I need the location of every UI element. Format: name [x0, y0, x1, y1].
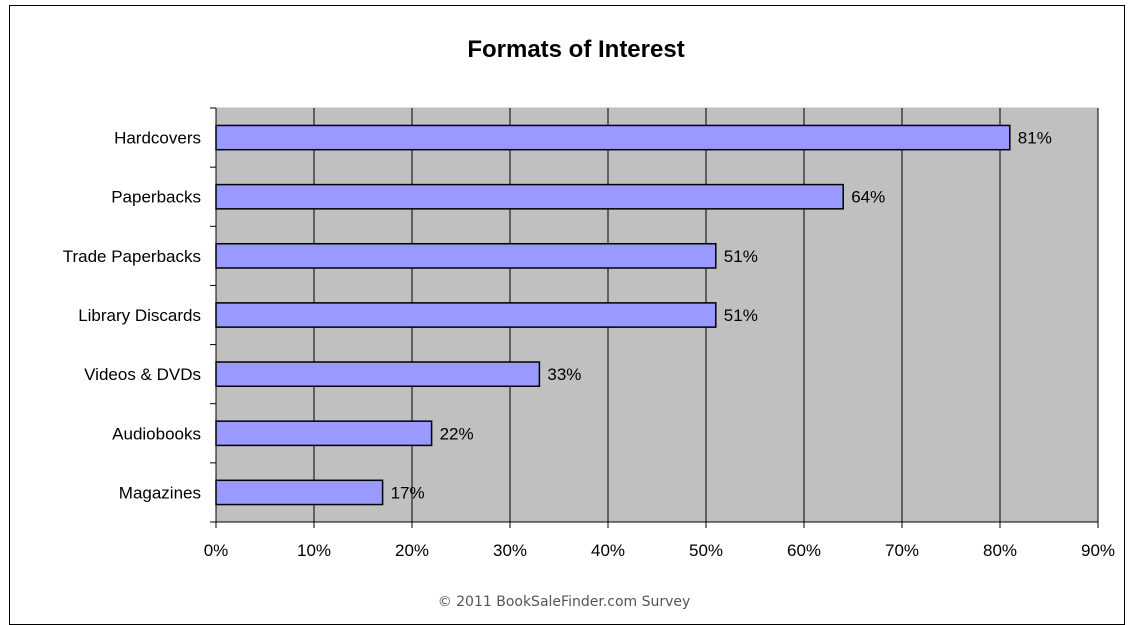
bar	[215, 302, 717, 328]
x-tick-label: 60%	[787, 541, 821, 560]
data-label: 64%	[851, 188, 885, 207]
bar	[215, 420, 433, 447]
footer-note: © 2011 BookSaleFinder.com Survey	[437, 594, 691, 610]
data-label: 33%	[547, 365, 581, 384]
x-tick-label: 30%	[493, 541, 527, 560]
category-label: Audiobooks	[112, 424, 201, 443]
x-tick-label: 70%	[885, 541, 919, 560]
category-label: Paperbacks	[111, 188, 201, 207]
category-label: Videos & DVDs	[84, 365, 201, 384]
x-tick-label: 10%	[297, 541, 331, 560]
bar	[215, 183, 844, 210]
x-tick-label: 80%	[983, 541, 1017, 560]
bars	[215, 124, 1011, 506]
x-tick-label: 40%	[591, 541, 625, 560]
chart-title: Formats of Interest	[467, 36, 684, 63]
data-label: 22%	[440, 424, 474, 443]
category-label: Magazines	[119, 483, 201, 502]
data-labels: 81% 64% 51% 51% 33% 22% 17%	[391, 129, 1052, 503]
axes: 0% 10% 20% 30% 40% 50% 60% 70% 80% 90% Hardcovers P…	[63, 107, 1115, 560]
data-label: 51%	[724, 247, 758, 266]
category-label: Hardcovers	[114, 129, 201, 148]
x-tick-label: 20%	[395, 541, 429, 560]
data-label: 81%	[1018, 129, 1052, 148]
x-tick-label: 50%	[689, 541, 723, 560]
category-label: Trade Paperbacks	[63, 247, 201, 266]
x-tick-label: 0%	[204, 541, 229, 560]
bar	[215, 361, 541, 388]
bar	[215, 124, 1011, 151]
bar	[215, 479, 384, 506]
x-tick-label: 90%	[1081, 541, 1115, 560]
data-label: 17%	[391, 483, 425, 502]
category-label: Library Discards	[78, 306, 201, 325]
bar	[215, 242, 717, 269]
data-label: 51%	[724, 306, 758, 325]
